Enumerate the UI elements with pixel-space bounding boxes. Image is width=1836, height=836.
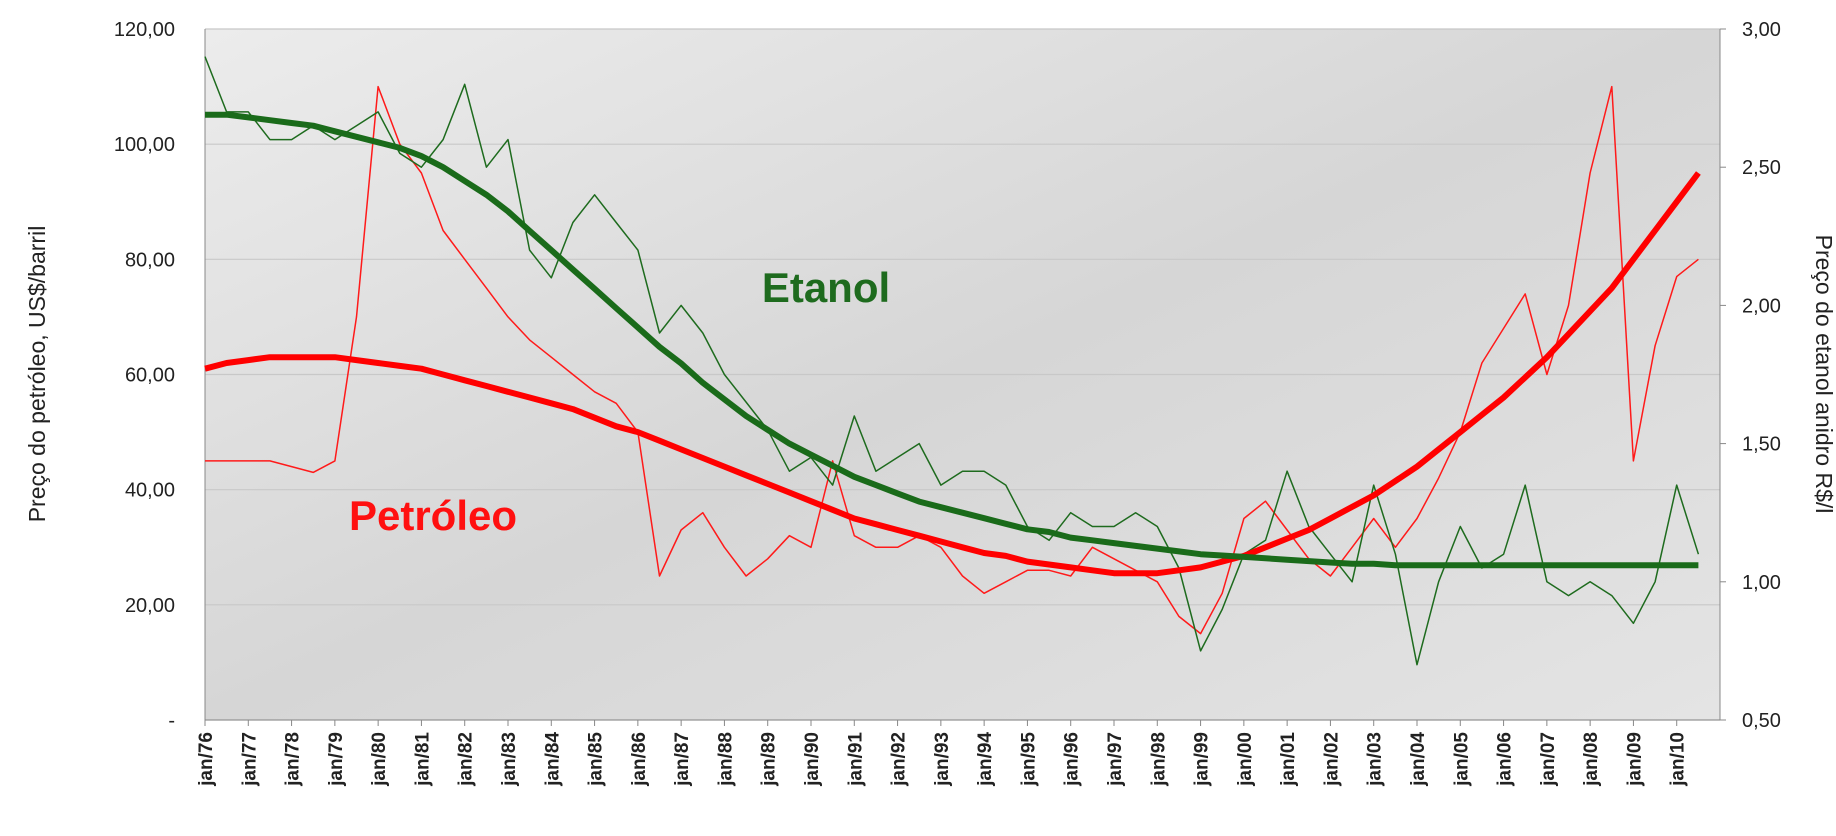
- page: {"chart_data": { "type": "line", "ylabel…: [0, 0, 1836, 831]
- x-tick-label: jan/09: [1624, 732, 1645, 787]
- y2-tick-label: 2,50: [1742, 157, 1781, 179]
- x-tick-label: jan/91: [845, 732, 866, 787]
- y2-tick-label: 0,50: [1742, 710, 1781, 732]
- x-tick-label: jan/98: [1148, 732, 1169, 787]
- x-tick-label: jan/90: [802, 732, 823, 787]
- x-tick-label: jan/04: [1408, 732, 1429, 787]
- x-tick-label: jan/77: [239, 732, 260, 787]
- y-tick-label: 40,00: [125, 480, 175, 502]
- x-tick-label: jan/97: [1105, 732, 1126, 787]
- y-tick-label: 60,00: [125, 365, 175, 387]
- y-tick-label: 80,00: [125, 249, 175, 271]
- x-tick-label: jan/86: [629, 732, 650, 787]
- chart: Preço do petróleo, US$/barril Preço do e…: [0, 0, 1836, 831]
- x-tick-label: jan/95: [1018, 732, 1039, 787]
- y2-axis-title: Preço do etanol anidro R$/l: [1811, 235, 1836, 514]
- x-tick-label: jan/05: [1451, 732, 1472, 787]
- x-tick-label: jan/96: [1062, 732, 1083, 787]
- y2-tick-label: 2,00: [1742, 295, 1781, 317]
- x-tick-label: jan/10: [1668, 732, 1689, 787]
- x-tick-label: jan/07: [1538, 732, 1559, 787]
- x-tick-label: jan/03: [1365, 732, 1386, 787]
- x-tick-label: jan/92: [889, 732, 910, 787]
- x-tick-label: jan/89: [759, 732, 780, 787]
- x-tick-label: jan/79: [326, 732, 347, 787]
- x-tick-label: jan/93: [932, 732, 953, 787]
- x-tick-label: jan/08: [1581, 732, 1602, 787]
- x-tick-label: jan/85: [586, 732, 607, 787]
- series-label: Etanol: [762, 264, 890, 311]
- x-tick-label: jan/94: [975, 732, 996, 787]
- x-tick-label: jan/81: [412, 732, 433, 787]
- y2-tick-label: 3,00: [1742, 19, 1781, 41]
- y2-tick-label: 1,50: [1742, 434, 1781, 456]
- y-tick-label: 100,00: [114, 134, 175, 156]
- x-tick-label: jan/78: [283, 732, 304, 787]
- x-tick-label: jan/99: [1192, 732, 1213, 787]
- x-tick-label: jan/84: [542, 732, 563, 787]
- series-label: Petróleo: [349, 492, 517, 539]
- y-tick-label: -: [168, 710, 175, 732]
- x-tick-label: jan/02: [1321, 732, 1342, 787]
- y-tick-label: 20,00: [125, 595, 175, 617]
- x-tick-label: jan/76: [196, 732, 217, 787]
- y-tick-label: 120,00: [114, 19, 175, 41]
- x-tick-label: jan/82: [456, 732, 477, 787]
- y-axis-title: Preço do petróleo, US$/barril: [24, 226, 50, 523]
- x-tick-label: jan/00: [1235, 732, 1256, 787]
- x-tick-label: jan/06: [1495, 732, 1516, 787]
- x-tick-label: jan/80: [369, 732, 390, 787]
- x-tick-label: jan/87: [672, 732, 693, 787]
- x-tick-label: jan/88: [715, 732, 736, 787]
- x-tick-label: jan/01: [1278, 732, 1299, 787]
- y2-tick-label: 1,00: [1742, 572, 1781, 594]
- x-tick-label: jan/83: [499, 732, 520, 787]
